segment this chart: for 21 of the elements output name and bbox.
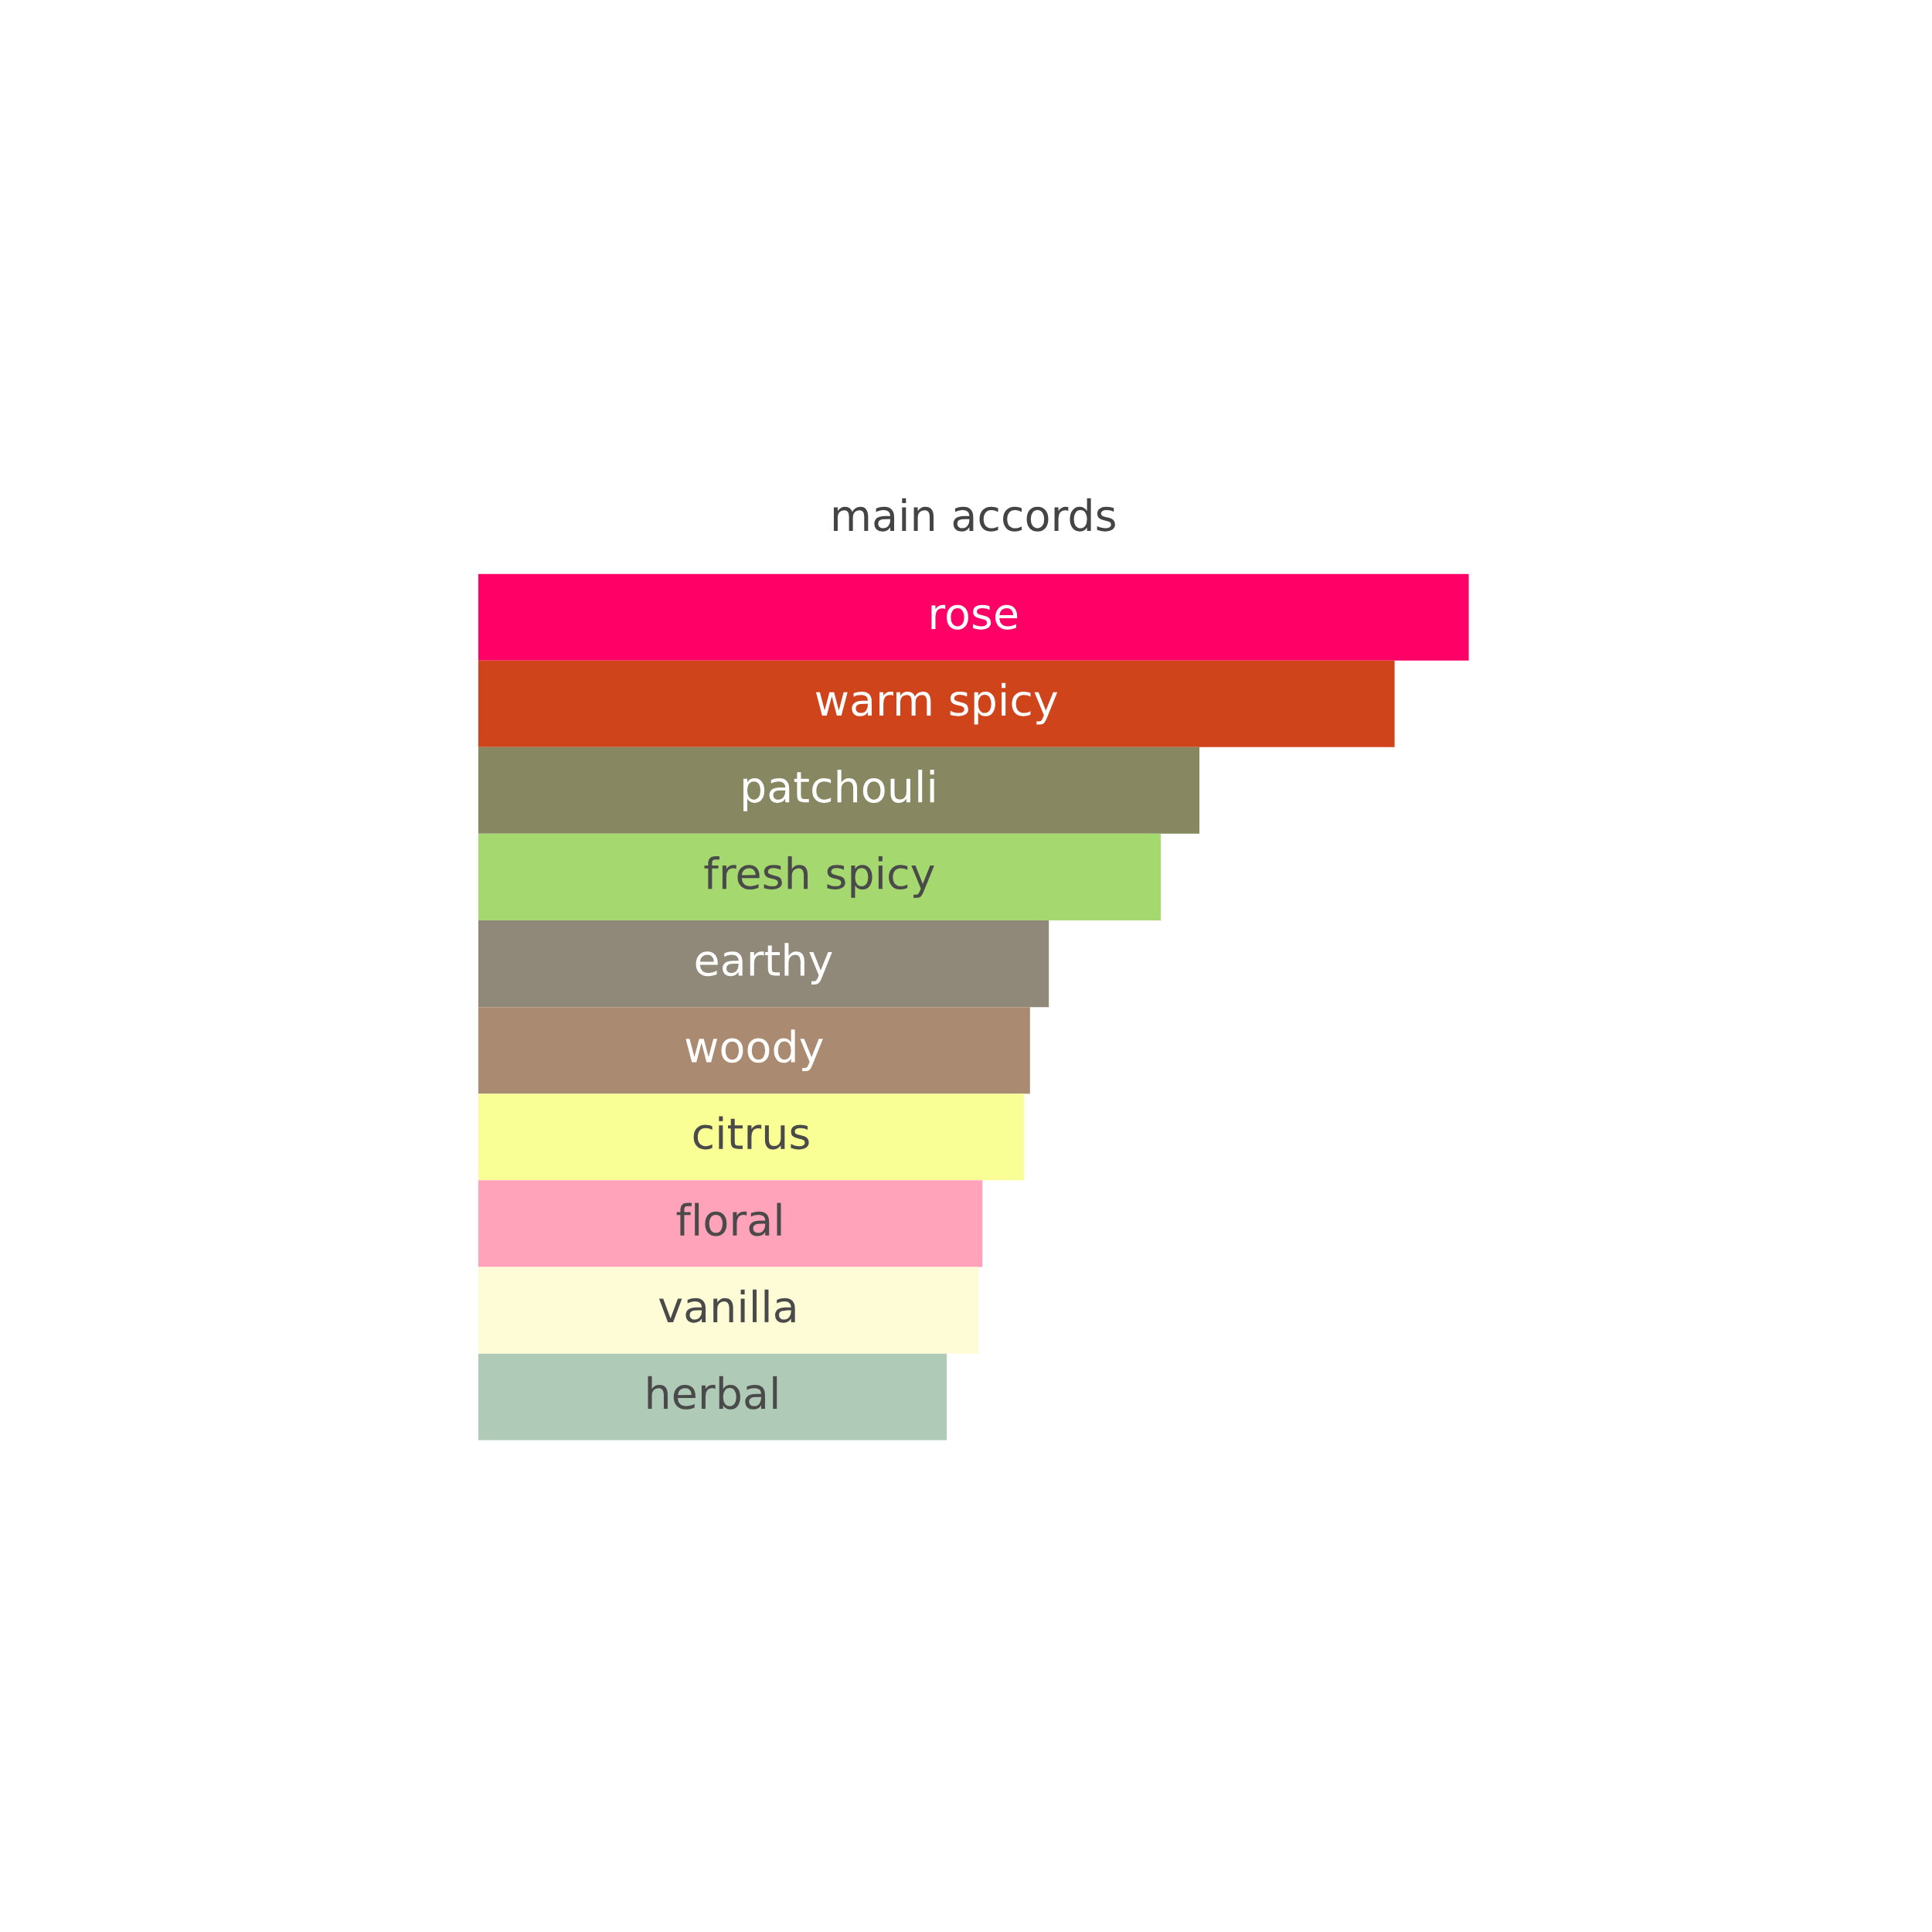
y-tick-label: floral [676,1202,781,1236]
y-tick-label: herbal [648,1376,777,1410]
bar [478,1180,983,1267]
bar [478,1353,947,1440]
bar [478,1094,1025,1181]
y-tick-label: vanilla [658,1289,795,1323]
y-tick-label: fresh spicy [704,856,934,898]
y-tick-label: rose [931,604,1018,630]
bar [478,920,1049,1008]
bar [478,833,1162,920]
bar [478,1007,1030,1094]
y-tick-label: warm spicy [815,682,1058,725]
bar [478,573,1469,661]
y-tick-label: woody [685,1029,823,1072]
bar [478,747,1200,834]
y-tick-label: patchouli [743,769,934,811]
y-tick-label: earthy [696,943,832,985]
y-tick-label: citrus [693,1116,809,1150]
bar [478,660,1395,747]
bar [478,1267,979,1354]
chart-title: main accords [833,498,1115,532]
